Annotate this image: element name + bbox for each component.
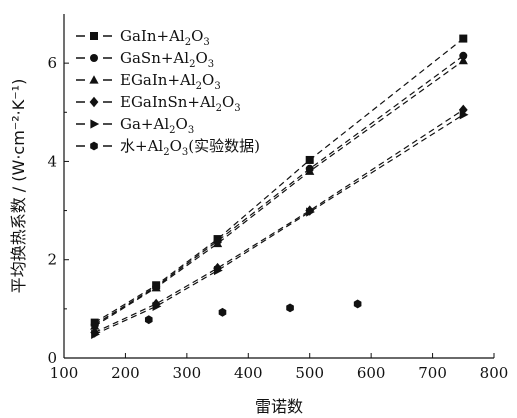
x-tick-label: 700 xyxy=(418,364,447,382)
legend-item: GaSn+Al2O3 xyxy=(76,49,214,70)
plot-frame xyxy=(63,14,494,359)
data-point-3 xyxy=(458,104,468,116)
y-tick-label: 4 xyxy=(47,152,57,170)
y-axis-title: 平均换热系数 / (W·cm⁻²·K⁻¹) xyxy=(9,79,28,294)
legend-marker xyxy=(90,32,98,40)
legend-marker xyxy=(90,54,98,62)
legend-marker xyxy=(89,96,99,108)
legend-marker xyxy=(89,75,99,84)
data-point-5 xyxy=(218,307,227,317)
data-point-5 xyxy=(353,299,362,309)
data-point-2 xyxy=(305,166,315,175)
legend-item: GaIn+Al2O3 xyxy=(76,27,210,48)
legend: GaIn+Al2O3GaSn+Al2O3EGaIn+Al2O3EGaInSn+A… xyxy=(76,27,260,158)
data-point-0 xyxy=(459,34,468,43)
legend-marker xyxy=(90,119,100,129)
x-axis-title: 雷诺数 xyxy=(255,397,303,416)
legend-item: 水+Al2O3(实验数据) xyxy=(76,137,260,158)
legend-item: EGaIn+Al2O3 xyxy=(76,71,221,92)
x-tick-label: 300 xyxy=(173,364,202,382)
legend-label: EGaIn+Al2O3 xyxy=(120,71,221,92)
data-point-4 xyxy=(459,110,469,120)
fit-line-0 xyxy=(94,38,464,324)
legend-item: Ga+Al2O3 xyxy=(76,115,194,136)
legend-label: GaSn+Al2O3 xyxy=(120,49,214,70)
x-tick-label: 200 xyxy=(111,364,140,382)
x-tick-label: 500 xyxy=(295,364,324,382)
y-tick-label: 2 xyxy=(47,251,57,269)
data-point-5 xyxy=(286,303,294,313)
legend-label: Ga+Al2O3 xyxy=(120,115,194,136)
data-point-5 xyxy=(144,315,153,325)
data-point-2 xyxy=(151,282,161,292)
data-point-0 xyxy=(305,155,314,164)
data-point-4 xyxy=(91,329,100,340)
fit-line-4 xyxy=(94,114,464,335)
axis-ticks: 100 200 300 400 500 600 700 800 0 2 4 6 xyxy=(47,54,508,382)
x-tick-label: 600 xyxy=(357,364,386,382)
legend-label: 水+Al2O3(实验数据) xyxy=(120,137,260,158)
legend-label: GaIn+Al2O3 xyxy=(120,27,210,48)
y-tick-label: 0 xyxy=(47,349,57,367)
data-point-1 xyxy=(459,51,468,60)
data-point-2 xyxy=(458,55,468,65)
legend-marker xyxy=(90,141,98,151)
fit-lines xyxy=(94,38,464,335)
legend-item: EGaInSn+Al2O3 xyxy=(76,93,241,114)
x-tick-label: 400 xyxy=(234,364,263,382)
x-tick-label: 800 xyxy=(480,364,509,382)
y-tick-label: 6 xyxy=(47,54,57,72)
data-point-4 xyxy=(306,207,315,217)
x-tick-label: 100 xyxy=(50,364,79,382)
data-point-4 xyxy=(152,301,162,311)
data-point-4 xyxy=(213,265,223,276)
legend-label: EGaInSn+Al2O3 xyxy=(120,93,241,114)
data-markers xyxy=(90,34,469,340)
data-point-2 xyxy=(90,321,100,330)
fit-line-3 xyxy=(94,109,464,333)
data-point-2 xyxy=(212,238,223,248)
